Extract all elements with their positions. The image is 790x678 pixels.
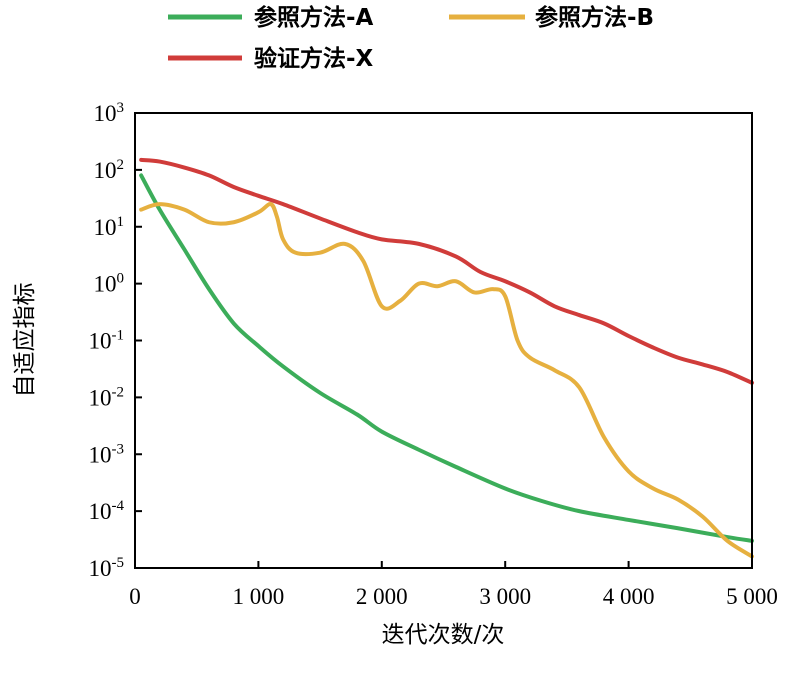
x-tick-label: 3 000: [479, 584, 531, 609]
y-tick-label: 101: [94, 214, 125, 240]
plot-frame: [134, 112, 753, 569]
y-axis-title: 自适应指标: [12, 283, 38, 398]
y-tick-label: 103: [94, 100, 125, 126]
x-axis: 0 1 000 2 000 3 000 4 000 5 000: [129, 561, 778, 609]
series-group: [139, 157, 754, 559]
legend-label-b: 参照方法-B: [535, 4, 654, 31]
y-tick-label: 10-2: [89, 384, 125, 410]
legend-label-a: 参照方法-A: [254, 4, 374, 31]
legend-label-x: 验证方法-X: [254, 45, 374, 72]
x-tick-label: 0: [129, 584, 141, 609]
series-line-x: [139, 157, 754, 385]
x-tick-label: 1 000: [233, 584, 285, 609]
series-line-a: [139, 173, 754, 543]
x-tick-label: 2 000: [356, 584, 408, 609]
legend: 参照方法-A 参照方法-B 验证方法-X: [168, 4, 654, 72]
y-tick-label: 10-5: [89, 555, 125, 581]
y-tick-label: 10-1: [89, 328, 125, 354]
y-tick-label: 100: [94, 271, 125, 297]
series-line-b: [139, 202, 754, 559]
y-tick-label: 10-4: [89, 498, 125, 524]
y-axis: 10-5 10-4 10-3 10-2 10-1 100 101 102 103: [89, 100, 142, 581]
y-tick-label: 10-3: [89, 441, 125, 467]
y-tick-label: 102: [94, 157, 125, 183]
x-tick-label: 5 000: [726, 584, 778, 609]
x-tick-label: 4 000: [603, 584, 655, 609]
x-axis-title: 迭代次数/次: [382, 622, 505, 648]
